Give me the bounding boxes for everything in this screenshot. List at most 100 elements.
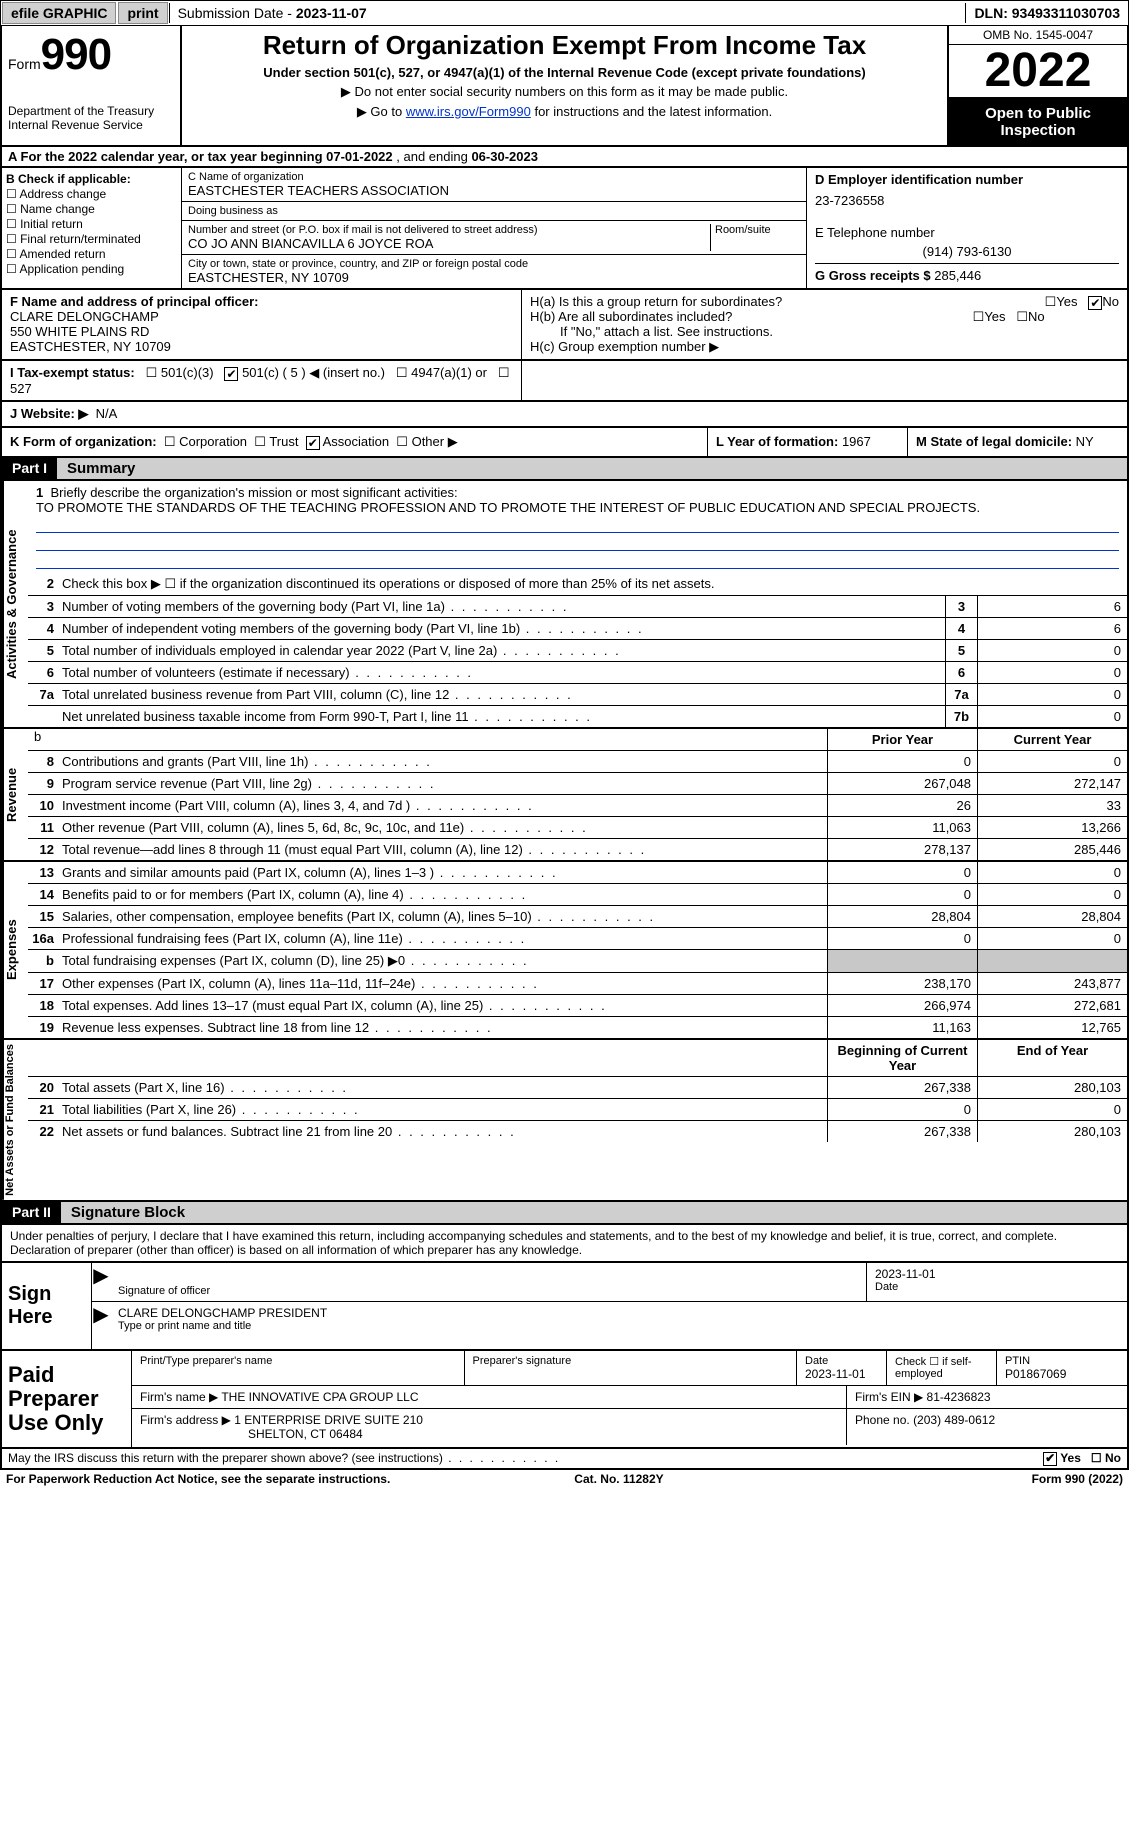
gov-line: 6 Total number of volunteers (estimate i…	[28, 662, 1127, 684]
chk-app-pending[interactable]: Application pending	[6, 262, 177, 276]
part2-header: Part II Signature Block	[0, 1202, 1129, 1225]
discuss-yes-check[interactable]	[1043, 1452, 1057, 1466]
table-row: 21 Total liabilities (Part X, line 26) 0…	[28, 1099, 1127, 1121]
sig-arrow-1: ▶	[92, 1263, 110, 1301]
submission-date: Submission Date - 2023-11-07	[169, 3, 375, 23]
tax-year-row: A For the 2022 calendar year, or tax yea…	[0, 147, 1129, 168]
year-end: 06-30-2023	[471, 149, 538, 164]
ha-label: H(a) Is this a group return for subordin…	[530, 294, 782, 309]
officer-label: F Name and address of principal officer:	[10, 294, 259, 309]
chk-initial-return[interactable]: Initial return	[6, 217, 177, 231]
bottom-line: For Paperwork Reduction Act Notice, see …	[0, 1470, 1129, 1488]
ha-no-check[interactable]	[1088, 296, 1102, 310]
chk-final-return[interactable]: Final return/terminated	[6, 232, 177, 246]
firm-ein: 81-4236823	[927, 1390, 991, 1404]
line2-text: Check this box ▶ ☐ if the organization d…	[58, 573, 1127, 595]
mission-block: 1 Briefly describe the organization's mi…	[28, 481, 1127, 573]
ssn-warning: ▶ Do not enter social security numbers o…	[190, 84, 939, 100]
mission-label: Briefly describe the organization's miss…	[50, 485, 457, 500]
activities-governance: Activities & Governance 1 Briefly descri…	[0, 481, 1129, 729]
table-row: 15 Salaries, other compensation, employe…	[28, 906, 1127, 928]
chk-amended[interactable]: Amended return	[6, 247, 177, 261]
l-label: L Year of formation:	[716, 434, 842, 449]
table-row: 14 Benefits paid to or for members (Part…	[28, 884, 1127, 906]
k-assoc-check[interactable]	[306, 436, 320, 450]
submission-label: Submission Date -	[178, 5, 296, 21]
officer-signature[interactable]: Signature of officer	[110, 1263, 867, 1301]
table-row: 12 Total revenue—add lines 8 through 11 …	[28, 839, 1127, 860]
ein-value: 23-7236558	[815, 193, 1119, 208]
table-row: 9 Program service revenue (Part VIII, li…	[28, 773, 1127, 795]
form-subtitle: Under section 501(c), 527, or 4947(a)(1)…	[190, 65, 939, 80]
firm-addr2: SHELTON, CT 06484	[140, 1427, 363, 1441]
pra-notice: For Paperwork Reduction Act Notice, see …	[6, 1472, 390, 1486]
form-title-block: Return of Organization Exempt From Incom…	[182, 26, 947, 145]
line2: 2 Check this box ▶ ☐ if the organization…	[28, 573, 1127, 596]
table-row: 13 Grants and similar amounts paid (Part…	[28, 862, 1127, 884]
submission-date-value: 2023-11-07	[296, 5, 367, 21]
k-trust[interactable]: Trust	[269, 434, 298, 449]
gov-line: 3 Number of voting members of the govern…	[28, 596, 1127, 618]
cat-no: Cat. No. 11282Y	[574, 1472, 663, 1486]
group-return-block: H(a) Is this a group return for subordin…	[522, 290, 1127, 359]
part1-header: Part I Summary	[0, 458, 1129, 481]
sig-arrow-2: ▶	[92, 1302, 110, 1336]
hb-no[interactable]: No	[1028, 309, 1045, 324]
gov-line: 5 Total number of individuals employed i…	[28, 640, 1127, 662]
ha-yes[interactable]: Yes	[1056, 294, 1077, 309]
chk-address-change[interactable]: Address change	[6, 187, 177, 201]
prep-sig-label: Preparer's signature	[473, 1355, 789, 1367]
sig-officer-label: Signature of officer	[118, 1285, 858, 1297]
ha-no: No	[1102, 294, 1119, 309]
table-row: b Total fundraising expenses (Part IX, c…	[28, 950, 1127, 973]
i-527[interactable]: 527	[10, 381, 32, 396]
preparer-label: Paid Preparer Use Only	[2, 1351, 132, 1448]
table-row: 22 Net assets or fund balances. Subtract…	[28, 1121, 1127, 1142]
chk-name-change[interactable]: Name change	[6, 202, 177, 216]
hb-label: H(b) Are all subordinates included?	[530, 309, 732, 324]
gov-line: 7a Total unrelated business revenue from…	[28, 684, 1127, 706]
goto-link-line: ▶ Go to www.irs.gov/Form990 for instruct…	[190, 104, 939, 120]
expenses-section: Expenses 13 Grants and similar amounts p…	[0, 862, 1129, 1040]
discuss-row: May the IRS discuss this return with the…	[0, 1449, 1129, 1470]
irs-link[interactable]: www.irs.gov/Form990	[406, 104, 531, 119]
k-corp[interactable]: Corporation	[179, 434, 247, 449]
gross-value: 285,446	[934, 268, 981, 283]
firm-addr1: 1 ENTERPRISE DRIVE SUITE 210	[234, 1413, 423, 1427]
firm-name: THE INNOVATIVE CPA GROUP LLC	[221, 1390, 418, 1404]
hb-yes[interactable]: Yes	[984, 309, 1005, 324]
table-row: 11 Other revenue (Part VIII, column (A),…	[28, 817, 1127, 839]
discuss-no[interactable]: No	[1105, 1451, 1121, 1465]
phone-label: E Telephone number	[815, 225, 1119, 240]
efile-button[interactable]: efile GRAPHIC	[2, 2, 116, 24]
k-other[interactable]: Other ▶	[412, 434, 458, 449]
dln-value: 93493311030703	[1012, 5, 1120, 21]
i-4947[interactable]: 4947(a)(1) or	[411, 365, 487, 380]
year-block: OMB No. 1545-0047 2022 Open to Public In…	[947, 26, 1127, 145]
table-row: 10 Investment income (Part VIII, column …	[28, 795, 1127, 817]
department-label: Department of the Treasury Internal Reve…	[8, 104, 174, 132]
i-501c3[interactable]: 501(c)(3)	[161, 365, 214, 380]
year-formation: 1967	[842, 434, 871, 449]
officer-name: CLARE DELONGCHAMP	[10, 309, 159, 324]
part2-tag: Part II	[2, 1202, 61, 1223]
i-501c-check[interactable]	[224, 367, 238, 381]
sidebar-ag: Activities & Governance	[2, 481, 28, 727]
self-employed[interactable]: Check ☐ if self-employed	[887, 1351, 997, 1385]
officer-block: F Name and address of principal officer:…	[2, 290, 522, 359]
dln-label: DLN:	[974, 5, 1011, 21]
print-button[interactable]: print	[118, 2, 167, 24]
website-value: N/A	[96, 406, 118, 421]
top-toolbar: efile GRAPHIC print Submission Date - 20…	[0, 0, 1129, 26]
penalties-text: Under penalties of perjury, I declare th…	[0, 1225, 1129, 1263]
sign-here-block: Sign Here ▶ Signature of officer 2023-11…	[0, 1263, 1129, 1351]
firm-addr-label: Firm's address ▶	[140, 1413, 231, 1427]
sign-here-label: Sign Here	[2, 1263, 92, 1349]
current-year-col: Current Year	[977, 729, 1127, 750]
k-label: K Form of organization:	[10, 434, 157, 449]
revenue-section: Revenue b Prior Year Current Year 8 Cont…	[0, 729, 1129, 862]
officer-addr2: EASTCHESTER, NY 10709	[10, 339, 171, 354]
begin-year-col: Beginning of Current Year	[827, 1040, 977, 1076]
prep-date-label: Date	[805, 1355, 878, 1367]
line2-num: 2	[28, 573, 58, 595]
